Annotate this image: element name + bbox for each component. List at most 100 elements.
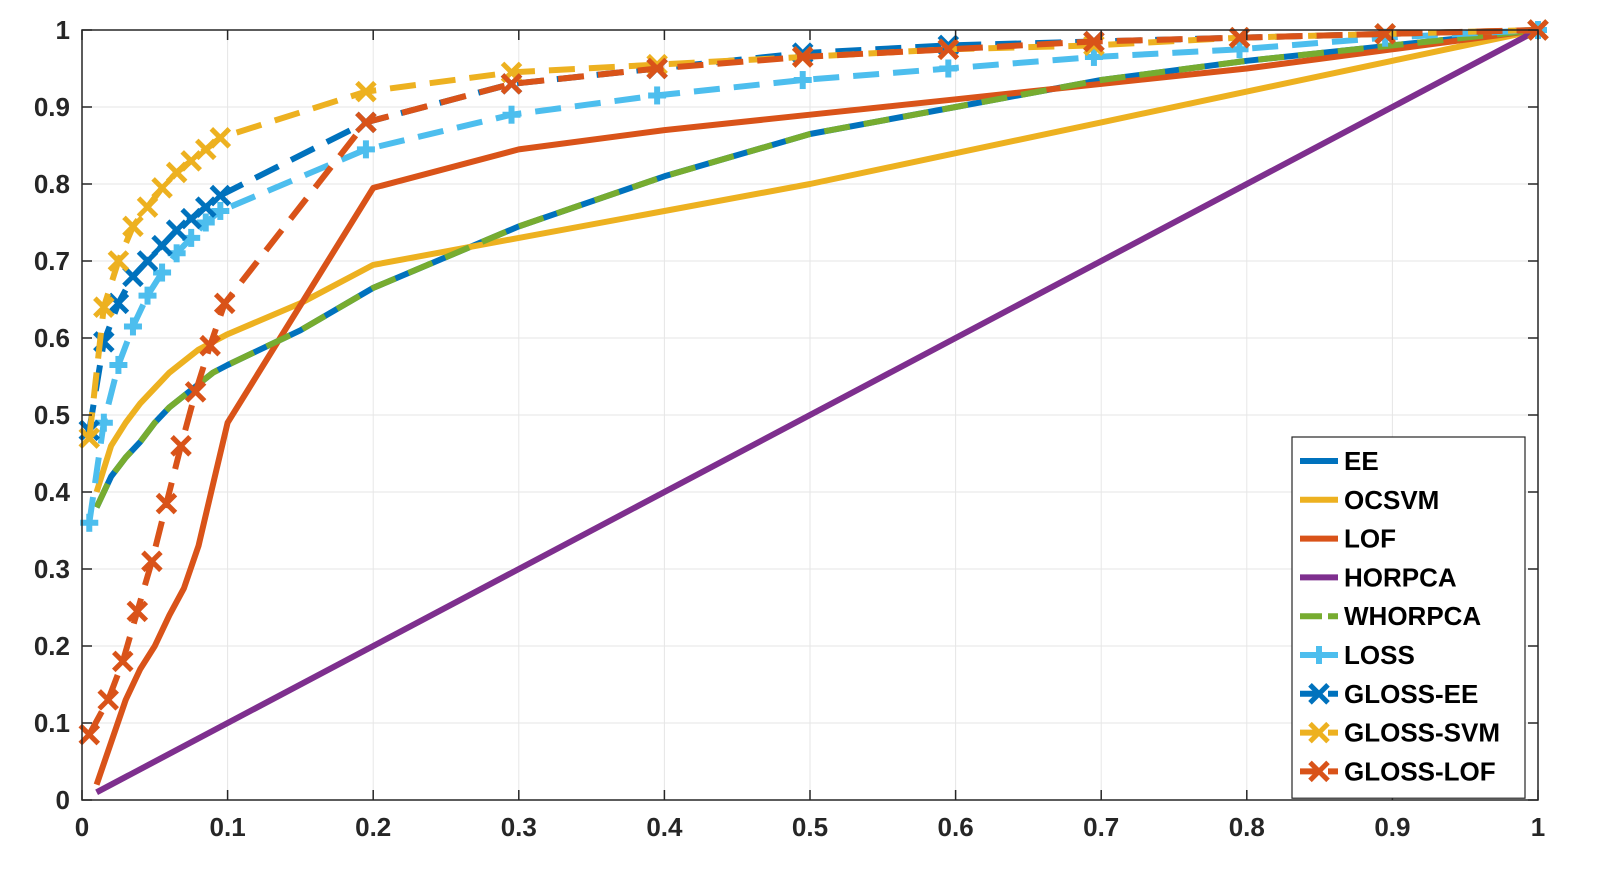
data-point-loss [1084,47,1103,66]
marker-stroke [355,80,377,103]
legend: EE OCSVM LOF HORPCA WHORPCA LOSS GLOSS-EE GLOSS… [1291,436,1526,799]
data-point-gloss-lof [937,38,960,61]
legend-label-gloss-lof: GLOSS-LOF [1344,756,1496,786]
series-line-ocsvm [93,27,1539,493]
legend-item-gloss-svm: GLOSS-SVM [1300,718,1500,748]
data-point-loss [211,201,230,220]
legend-label-ocsvm: OCSVM [1344,485,1439,515]
marker-stroke [93,296,115,318]
data-point-loss [123,317,142,336]
data-point-gloss-svm [136,196,159,218]
y-tick-label: 0.8 [34,169,70,199]
data-point-gloss-lof [126,600,149,623]
x-tick-label: 0.3 [501,812,537,842]
legend-label-lof: LOF [1344,524,1396,554]
series-line-horpca [95,27,1540,795]
data-point-loss [153,263,172,282]
marker-stroke [213,292,236,315]
series-gloss-lof [78,19,1549,746]
legend-item-whorpca: WHORPCA [1300,601,1481,631]
data-point-gloss-svm [209,127,232,149]
series-lof [93,27,1539,786]
data-point-gloss-lof [78,723,101,746]
marker-stroke [78,723,101,746]
marker-stroke [209,184,232,207]
data-point-loss [196,213,215,232]
data-point-gloss-ee [209,184,232,207]
data-point-gloss-lof [112,650,134,673]
x-tick-label: 0.4 [646,812,683,842]
y-tick-label: 0.4 [34,477,71,507]
marker-stroke [1083,30,1105,53]
x-tick-label: 0.2 [355,812,391,842]
legend-label-loss: LOSS [1344,640,1415,670]
marker-stroke [107,292,130,315]
series-ocsvm [93,27,1539,493]
data-point-gloss-lof [141,550,163,573]
data-point-gloss-svm [78,427,101,449]
legend-item-horpca: HORPCA [1300,562,1457,592]
marker-stroke [170,435,192,457]
data-point-loss [502,105,521,124]
x-tick-label: 0.8 [1229,812,1265,842]
series-horpca [95,27,1540,795]
series-lines [78,19,1549,795]
marker-stroke [355,111,377,134]
legend-label-gloss-ee: GLOSS-EE [1344,679,1478,709]
legend-label-ee: EE [1344,446,1379,476]
data-point-gloss-lof [155,492,178,515]
legend-marker-gloss-ee [1308,683,1330,705]
data-point-gloss-lof [791,46,814,68]
marker-stroke [1308,760,1330,783]
marker-stroke [78,427,101,449]
data-point-gloss-lof [97,689,119,711]
data-point-loss [793,71,812,90]
y-tick-label: 0.7 [34,246,70,276]
marker-stroke [122,215,144,238]
data-point-gloss-svm [122,215,144,238]
marker-stroke [155,492,178,515]
data-point-loss [80,513,99,532]
data-point-gloss-lof [170,435,192,457]
series-whorpca [93,27,1539,509]
legend-label-whorpca: WHORPCA [1344,601,1481,631]
series-line-lof [93,27,1539,786]
x-tick-label: 0.1 [210,812,246,842]
x-tick-labels: 0 0.1 0.2 0.3 0.4 0.5 0.6 0.7 0.8 0.9 1 [75,812,1545,842]
legend-marker-gloss-svm [1308,721,1330,744]
marker-stroke [1308,721,1330,744]
y-tick-label: 0.6 [34,323,70,353]
data-point-gloss-lof [1228,26,1251,49]
data-point-gloss-svm [355,80,377,103]
data-point-loss [648,86,667,105]
data-point-gloss-lof [500,73,523,95]
y-tick-label: 0.2 [34,631,70,661]
legend-marker-gloss-lof [1308,760,1330,783]
data-point-gloss-lof [213,292,236,315]
y-tick-label: 0 [56,785,70,815]
data-point-loss [138,286,157,305]
y-tick-label: 0.3 [34,554,70,584]
legend-item-gloss-lof: GLOSS-LOF [1300,756,1496,786]
y-tick-label: 0.9 [34,92,70,122]
y-tick-label: 0.1 [34,708,70,738]
data-point-gloss-lof [199,334,221,357]
legend-item-lof: LOF [1300,524,1396,554]
marker-stroke [107,250,130,272]
series-line-whorpca [93,27,1539,509]
data-point-gloss-lof [355,111,377,134]
data-point-gloss-lof [1083,30,1105,53]
marker-stroke [937,38,960,61]
data-point-loss [109,355,128,374]
data-point-gloss-lof [646,57,668,80]
marker-stroke [1228,26,1251,49]
marker-stroke [184,381,207,403]
data-point-gloss-lof [184,381,207,403]
legend-item-ocsvm: OCSVM [1300,485,1439,515]
data-point-loss [356,140,375,159]
data-point-loss [1230,40,1249,59]
marker-stroke [97,689,119,711]
marker-stroke [126,600,149,623]
y-tick-label: 1 [56,15,70,45]
x-tick-label: 1 [1531,812,1545,842]
